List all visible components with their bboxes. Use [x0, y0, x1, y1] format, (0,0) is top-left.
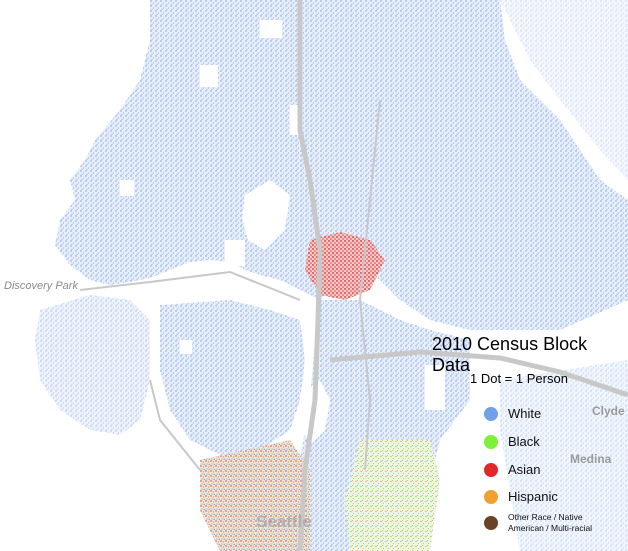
place-label-clyde: Clyde — [592, 404, 625, 418]
legend-item-asian: Asian — [484, 462, 541, 477]
legend-label: Other Race / Native American / Multi-rac… — [508, 512, 593, 533]
map-title: 2010 Census Block Data — [432, 334, 588, 375]
place-label-medina: Medina — [570, 452, 612, 466]
green-lake — [242, 180, 290, 250]
central-district — [345, 440, 440, 551]
magnolia-land — [35, 295, 150, 435]
northeast-land — [500, 0, 628, 180]
legend-item-other: Other Race / Native American / Multi-rac… — [484, 512, 613, 534]
legend-item-black: Black — [484, 434, 540, 449]
legend-label: Black — [508, 434, 540, 449]
legend-swatch-hispanic — [484, 489, 498, 504]
map-subtitle: 1 Dot = 1 Person — [470, 371, 568, 386]
legend-item-hispanic: Hispanic — [484, 489, 558, 504]
north-seattle-land — [55, 0, 628, 330]
legend-swatch-white — [484, 406, 498, 421]
legend-label: Asian — [508, 462, 541, 477]
place-label-discovery-park: Discovery Park — [4, 280, 78, 292]
place-label-seattle: Seattle — [256, 512, 312, 531]
downtown-mixed — [200, 440, 310, 551]
legend-label: Hispanic — [508, 489, 558, 504]
road-network — [79, 0, 628, 551]
queen-anne-land — [160, 300, 305, 455]
eastside-land — [500, 360, 628, 551]
legend-swatch-black — [484, 434, 498, 449]
legend-swatch-other — [484, 516, 498, 530]
legend-swatch-asian — [484, 462, 498, 477]
legend-item-white: White — [484, 406, 541, 421]
park-blocks — [120, 20, 445, 410]
legend-label: White — [508, 406, 542, 421]
